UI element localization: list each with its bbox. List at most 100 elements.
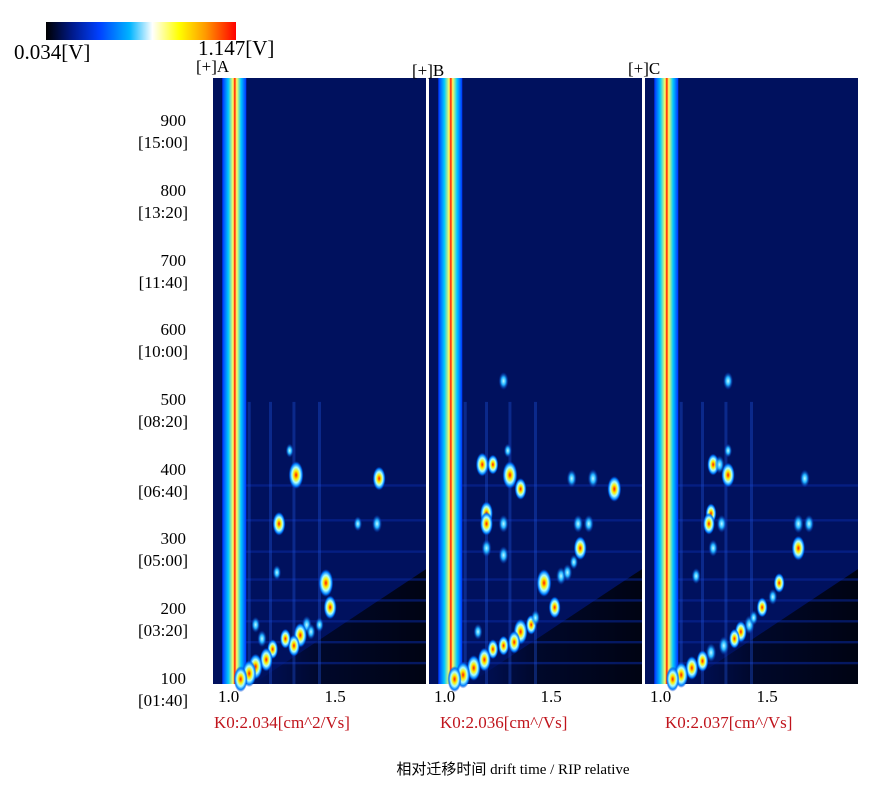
heatmap-panel	[645, 78, 858, 692]
heatmap-spot	[279, 628, 291, 649]
y-tick-label: 900	[160, 111, 187, 131]
heatmap-spot	[259, 647, 273, 672]
y-tick-label: 100	[160, 668, 187, 688]
rip-line	[654, 78, 679, 684]
heatmap-spot	[724, 443, 733, 458]
heatmap-spot	[503, 443, 512, 458]
vertical-streak	[247, 401, 251, 684]
vertical-streak	[750, 401, 753, 684]
y-tick-label: 300	[160, 529, 187, 549]
panel-b-k0-label: K0:2.036[cm^/Vs]	[440, 713, 568, 732]
heatmap-spot	[728, 628, 740, 649]
y-tick-time-label: [13:20]	[137, 202, 188, 222]
heatmap-spot	[473, 623, 483, 640]
vertical-streak	[269, 401, 273, 684]
heatmap-spot	[306, 623, 316, 640]
heatmap-spot	[498, 546, 509, 565]
heatmap-spot	[372, 466, 386, 491]
heatmap-spot	[233, 666, 248, 693]
colorbar	[46, 22, 236, 40]
y-tick-time-label: [10:00]	[137, 342, 188, 362]
heatmap-spot	[708, 539, 718, 557]
heatmap-spot	[251, 616, 261, 633]
horizontal-band	[459, 661, 642, 665]
heatmap-spot	[665, 666, 680, 692]
panel-a-label: [+]A	[196, 57, 230, 76]
heatmap-spot	[487, 454, 499, 475]
heatmap-spot	[714, 455, 725, 474]
y-tick-time-label: [11:40]	[138, 272, 188, 292]
heatmap-spot	[475, 452, 489, 477]
x-tick-label: 1.5	[324, 687, 346, 706]
heatmap-spot	[353, 516, 363, 532]
vertical-streak	[679, 401, 683, 684]
vertical-streak	[463, 401, 467, 684]
heatmap-spot	[607, 475, 622, 502]
horizontal-band	[675, 550, 858, 553]
heatmap-spot	[318, 569, 334, 597]
heatmap-spot	[569, 554, 579, 570]
rip-line	[222, 78, 247, 684]
y-tick-label: 500	[160, 389, 187, 409]
panel-background	[645, 78, 858, 684]
horizontal-band	[675, 620, 858, 623]
low-intensity-region	[685, 569, 858, 684]
panel-c-label: [+]C	[628, 59, 661, 78]
heatmap-spot	[793, 514, 804, 534]
y-tick-time-label: [05:00]	[137, 551, 188, 571]
panel-a-k0-label: K0:2.034[cm^2/Vs]	[214, 713, 350, 732]
panel-c-k0-label: K0:2.037[cm^/Vs]	[665, 713, 793, 732]
heatmap-spot	[749, 610, 758, 626]
vertical-streak	[292, 401, 296, 684]
heatmap-spot	[272, 511, 286, 536]
heatmap-spot	[548, 596, 561, 619]
low-intensity-region	[469, 569, 642, 684]
horizontal-band	[459, 620, 642, 623]
y-tick-time-label: [08:20]	[137, 411, 188, 431]
horizontal-band	[459, 519, 642, 522]
y-tick-label: 700	[160, 250, 187, 270]
y-tick-time-label: [15:00]	[137, 133, 188, 153]
horizontal-band	[243, 641, 426, 644]
heatmap-spot	[514, 477, 527, 500]
x-tick-label: 1.0	[218, 687, 240, 706]
heatmap-spot	[566, 469, 577, 488]
horizontal-band	[675, 641, 858, 644]
heatmap-spot	[696, 650, 709, 673]
horizontal-band	[459, 484, 642, 487]
horizontal-band	[243, 661, 426, 665]
x-tick-label: 1.0	[434, 687, 456, 706]
heatmap-spot	[285, 443, 294, 458]
horizontal-band	[243, 620, 426, 623]
y-tick-label: 800	[160, 180, 187, 200]
heatmap-spot	[691, 568, 701, 585]
heatmap-spot	[323, 595, 337, 620]
heatmap-spot	[705, 643, 717, 663]
heatmap-spot	[804, 514, 815, 533]
vertical-streak	[701, 401, 705, 684]
y-tick-time-label: [06:40]	[137, 481, 188, 501]
vertical-streak	[318, 401, 321, 684]
panel-separator	[426, 78, 429, 684]
heatmap-spot	[756, 597, 768, 618]
horizontal-band	[243, 484, 426, 487]
heatmap-spot	[531, 609, 540, 626]
heatmap-spot	[372, 514, 383, 533]
horizontal-band	[675, 484, 858, 487]
heatmap-spot	[583, 514, 594, 533]
heatmap-spot	[768, 588, 778, 605]
heatmap-spot	[791, 535, 806, 561]
colorbar-max-label: 1.147[V]	[198, 36, 275, 60]
y-tick-label: 200	[160, 598, 187, 618]
heatmap-spot	[315, 617, 324, 633]
rip-line	[438, 78, 463, 684]
horizontal-band	[675, 519, 858, 522]
vertical-streak	[724, 401, 728, 684]
horizontal-band	[675, 578, 858, 581]
y-tick-label: 400	[160, 459, 187, 479]
heatmap-spot	[702, 512, 715, 535]
heatmap-spot	[562, 564, 573, 582]
heatmap-spot	[272, 565, 282, 581]
heatmap-spot	[573, 536, 587, 561]
